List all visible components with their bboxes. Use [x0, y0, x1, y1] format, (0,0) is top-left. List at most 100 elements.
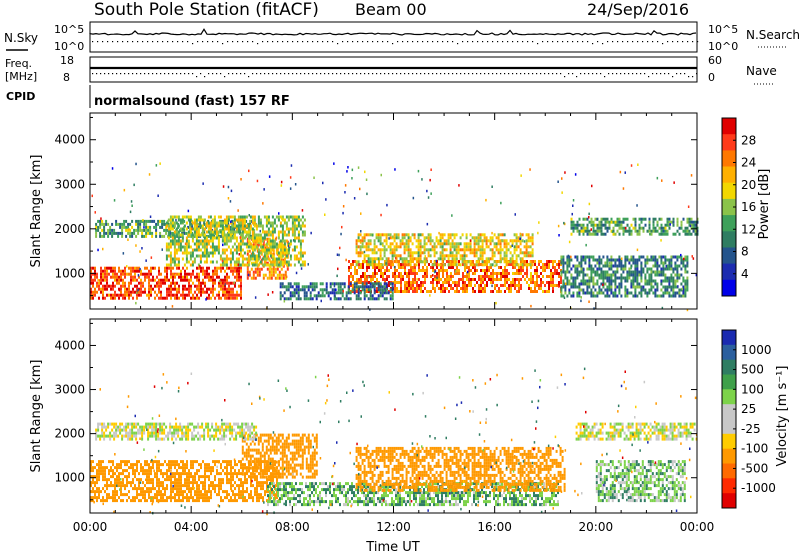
heatmap-cell — [540, 284, 542, 287]
heatmap-cell — [417, 169, 420, 173]
heatmap-cell — [287, 227, 290, 231]
heatmap-cell — [170, 272, 172, 276]
heatmap-cell — [248, 214, 250, 217]
heatmap-cell — [424, 263, 426, 266]
heatmap-cell — [487, 257, 490, 261]
heatmap-cell — [578, 294, 581, 298]
heatmap-cell — [173, 245, 176, 249]
heatmap-cell — [136, 291, 138, 294]
heatmap-cell — [175, 248, 178, 252]
heatmap-cell — [455, 260, 458, 264]
heatmap-cell — [106, 287, 108, 291]
heatmap-cell — [548, 260, 550, 263]
nave-dot — [212, 73, 214, 75]
heatmap-cell — [430, 168, 432, 171]
heatmap-cell — [566, 258, 569, 262]
heatmap-cell — [184, 272, 186, 276]
heatmap-cell — [527, 233, 530, 237]
heatmap-cell — [470, 269, 472, 272]
heatmap-cell — [170, 269, 172, 273]
heatmap-cell — [126, 272, 128, 276]
heatmap-cell — [634, 294, 637, 298]
nave-dot — [292, 73, 294, 75]
heatmap-cell — [293, 294, 296, 298]
heatmap-cell — [369, 233, 372, 237]
heatmap-cell — [588, 216, 590, 219]
heatmap-cell — [184, 296, 186, 300]
heatmap-cell — [94, 266, 96, 270]
heatmap-cell — [389, 248, 392, 252]
heatmap-cell — [424, 278, 426, 281]
heatmap-cell — [281, 224, 284, 228]
heatmap-cell — [530, 272, 532, 275]
heatmap-cell — [234, 284, 236, 288]
heatmap-cell — [361, 242, 364, 246]
heatmap-cell — [650, 282, 653, 286]
heatmap-cell — [572, 229, 575, 233]
heatmap-cell — [567, 254, 570, 258]
heatmap-cell — [263, 230, 266, 234]
heatmap-cell — [634, 264, 637, 268]
heatmap-cell — [578, 288, 581, 292]
heatmap-cell — [90, 269, 92, 273]
heatmap-cell — [294, 183, 297, 186]
heatmap-cell — [261, 224, 264, 228]
heatmap-cell — [660, 223, 663, 227]
heatmap-cell — [367, 248, 370, 252]
heatmap-cell — [499, 251, 502, 255]
heatmap-cell — [417, 251, 420, 255]
heatmap-cell — [165, 248, 168, 252]
heatmap-cell — [490, 266, 492, 269]
heatmap-cell — [223, 233, 226, 237]
nsearch-dot — [377, 41, 379, 43]
heatmap-cell — [493, 242, 496, 246]
nave-dot — [632, 73, 634, 75]
heatmap-cell — [507, 242, 510, 246]
heatmap-cell — [442, 287, 444, 290]
heatmap-cell — [576, 285, 579, 289]
heatmap-cell — [309, 282, 312, 286]
heatmap-cell — [102, 466, 104, 470]
heatmap-cell — [205, 236, 208, 240]
heatmap-cell — [486, 284, 488, 287]
heatmap-cell — [259, 221, 262, 225]
heatmap-cell — [203, 248, 206, 252]
heatmap-cell — [233, 263, 236, 267]
heatmap-cell — [236, 267, 238, 271]
heatmap-cell — [482, 278, 484, 281]
heatmap-cell — [276, 273, 279, 277]
heatmap-cell — [517, 239, 520, 243]
heatmap-cell — [478, 290, 480, 293]
heatmap-cell — [171, 215, 174, 219]
heatmap-cell — [521, 257, 524, 261]
heatmap-cell — [346, 170, 348, 173]
heatmap-cell — [690, 217, 693, 221]
heatmap-cell — [92, 475, 94, 479]
heatmap-cell — [213, 218, 216, 222]
heatmap-cell — [414, 272, 416, 275]
heatmap-cell — [251, 245, 254, 249]
heatmap-cell — [227, 197, 230, 200]
heatmap-cell — [171, 233, 174, 237]
heatmap-cell — [130, 200, 133, 203]
heatmap-cell — [154, 296, 156, 300]
heatmap-cell — [379, 257, 382, 261]
heatmap-cell — [608, 267, 611, 271]
heatmap-cell — [238, 253, 240, 256]
nsearch-dot — [147, 41, 149, 43]
heatmap-cell — [409, 248, 412, 252]
heatmap-cell — [278, 212, 280, 215]
heatmap-cell — [219, 228, 222, 232]
heatmap-cell — [138, 478, 140, 482]
heatmap-cell — [132, 275, 134, 279]
heatmap-cell — [483, 248, 486, 252]
heatmap-cell — [470, 281, 472, 284]
heatmap-cell — [102, 269, 104, 273]
heatmap-cell — [319, 288, 322, 292]
nsearch-dot — [452, 41, 454, 43]
heatmap-cell — [125, 234, 128, 238]
nsearch-dot — [482, 41, 484, 43]
heatmap-cell — [400, 275, 402, 278]
heatmap-cell — [301, 224, 304, 228]
heatmap-cell — [660, 217, 663, 221]
